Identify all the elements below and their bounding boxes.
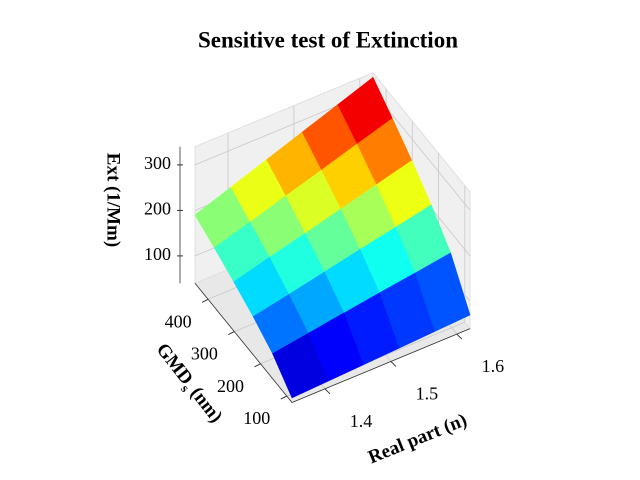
surface-cell [272, 332, 328, 399]
x-tick-label: 1.5 [416, 384, 439, 404]
z-tick-label: 200 [144, 199, 171, 219]
x-tick-label: 1.6 [482, 356, 505, 376]
tick-mark [390, 361, 397, 367]
tick-mark [324, 388, 331, 395]
axis-line [291, 328, 471, 403]
y-tick-label: 200 [217, 376, 244, 396]
z-tick-label: 100 [144, 244, 171, 264]
z-tick-label: 300 [144, 153, 171, 173]
y-tick-label: 100 [243, 408, 270, 428]
axis-line [194, 282, 293, 403]
tick-mark [280, 395, 287, 400]
tick-mark [254, 363, 261, 368]
x-axis-label: Real part (n) [365, 410, 470, 469]
y-tick-label: 300 [191, 344, 218, 364]
z-axis-label: Ext (1/Mm) [103, 153, 124, 247]
tick-mark [456, 333, 463, 340]
tick-mark [201, 298, 209, 303]
y-tick-label: 400 [165, 311, 192, 331]
tick-mark [228, 331, 235, 336]
chart-title: Sensitive test of Extinction [198, 27, 458, 52]
x-tick-label: 1.4 [350, 411, 373, 431]
surface [194, 76, 471, 399]
